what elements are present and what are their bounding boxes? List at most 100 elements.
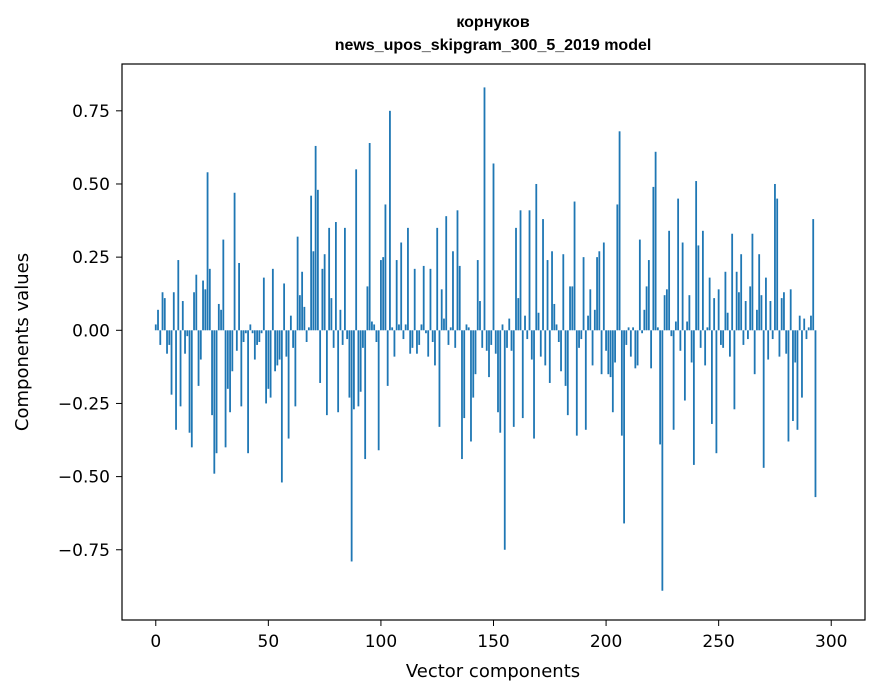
bar	[319, 330, 322, 383]
bar	[458, 265, 461, 331]
bar	[434, 330, 436, 366]
bar	[542, 219, 544, 331]
bar	[715, 330, 718, 454]
bar	[780, 298, 783, 331]
bar	[420, 324, 423, 331]
y-tick-label: 0.50	[72, 175, 110, 195]
bar	[429, 268, 432, 331]
bar	[485, 330, 488, 351]
bar	[614, 330, 616, 363]
bar	[593, 309, 596, 331]
bar	[224, 330, 227, 448]
bar	[805, 330, 808, 340]
bar	[334, 222, 337, 331]
bar	[575, 330, 578, 436]
bar	[371, 321, 373, 331]
bar	[375, 330, 378, 342]
bar	[474, 330, 477, 375]
bar	[395, 260, 398, 331]
bar	[271, 268, 274, 331]
bar	[470, 330, 472, 442]
bar	[465, 324, 468, 331]
bar	[454, 330, 457, 348]
bar	[337, 330, 340, 413]
bar	[607, 330, 610, 375]
bar	[407, 227, 409, 331]
bar	[566, 330, 569, 416]
bar	[438, 330, 441, 427]
bar	[238, 262, 240, 331]
bar	[695, 181, 698, 331]
bar	[177, 260, 180, 331]
bar	[546, 260, 549, 331]
bar	[521, 330, 524, 419]
bar	[258, 330, 261, 342]
bar	[447, 330, 450, 345]
bar	[765, 277, 767, 331]
bar	[314, 145, 317, 331]
bar	[674, 321, 677, 331]
bar	[305, 330, 308, 342]
bar	[506, 330, 508, 348]
bar	[794, 330, 797, 363]
bar	[735, 271, 738, 331]
bar	[193, 292, 195, 331]
bar	[726, 312, 729, 331]
bar	[467, 327, 470, 331]
bar	[524, 315, 526, 331]
y-tick-label: 0.00	[72, 321, 110, 341]
bar	[515, 227, 517, 331]
bar	[512, 330, 515, 427]
bar	[175, 330, 177, 430]
bar	[668, 230, 671, 331]
plot-frame	[121, 63, 866, 621]
bar	[483, 87, 486, 331]
bar	[328, 227, 331, 331]
bar	[159, 330, 162, 345]
bar	[226, 330, 229, 389]
bar	[776, 198, 779, 331]
bar	[528, 210, 531, 331]
bar	[578, 330, 580, 348]
bar	[494, 330, 497, 354]
bar	[641, 330, 643, 334]
bar	[602, 242, 605, 331]
y-tick-label: −0.50	[58, 468, 110, 488]
bar	[400, 242, 403, 331]
bar	[753, 330, 756, 375]
bar	[722, 330, 725, 348]
bar	[411, 330, 414, 348]
bar	[789, 289, 792, 331]
bar	[686, 321, 689, 331]
bar	[301, 271, 304, 331]
bar	[747, 330, 749, 340]
bar	[220, 309, 222, 331]
bar	[289, 315, 292, 331]
bar	[814, 330, 817, 498]
bar	[490, 330, 493, 345]
bar	[492, 163, 495, 331]
bar	[688, 295, 691, 331]
bar	[339, 309, 342, 331]
bar	[431, 330, 434, 342]
x-tick-label: 200	[590, 632, 622, 652]
bar	[692, 330, 695, 465]
bar	[377, 330, 380, 451]
bar	[801, 330, 803, 398]
bar	[591, 330, 594, 366]
bar	[276, 330, 279, 366]
bar	[157, 309, 159, 331]
bar	[359, 330, 362, 392]
bar	[366, 286, 369, 331]
bar	[235, 330, 238, 351]
bar	[544, 330, 547, 366]
bar	[708, 277, 711, 331]
y-tick-label: 0.25	[72, 248, 110, 268]
bar	[584, 330, 587, 430]
bar	[638, 239, 641, 331]
bar	[672, 330, 675, 430]
bar	[605, 330, 607, 351]
bar	[758, 254, 761, 331]
bar	[582, 257, 585, 331]
bar	[706, 327, 709, 331]
